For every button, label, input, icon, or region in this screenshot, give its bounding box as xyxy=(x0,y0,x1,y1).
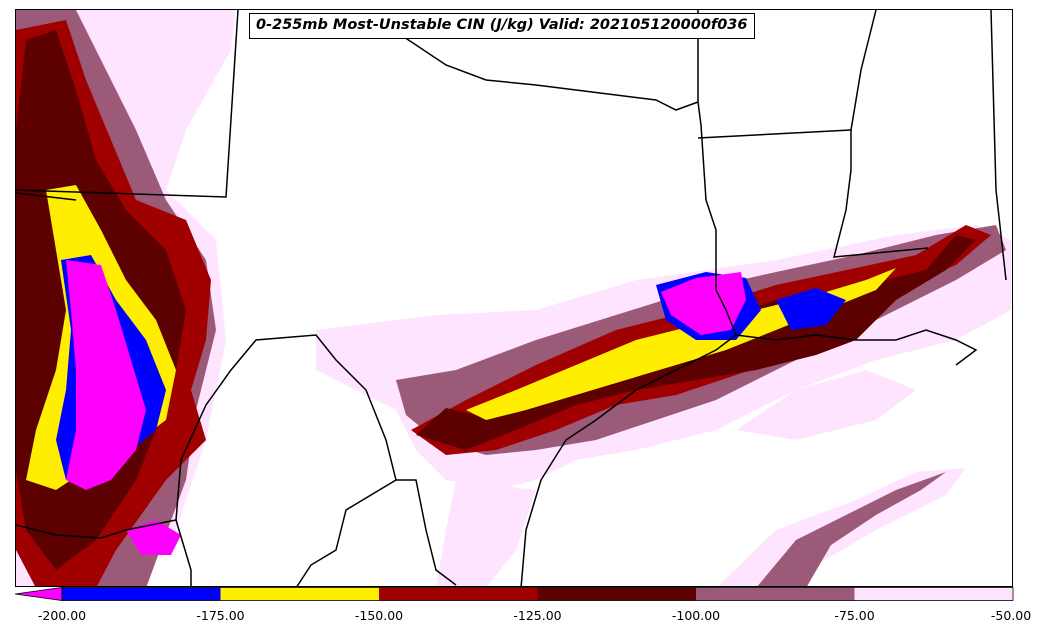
colorbar-under-triangle xyxy=(15,587,63,601)
colorbar-bin-3 xyxy=(379,587,538,601)
colorbar-outline xyxy=(61,587,1014,601)
colorbar-bin-5 xyxy=(696,587,855,601)
sabine-river xyxy=(705,199,737,336)
louisiana-coast xyxy=(735,329,978,366)
cin-map xyxy=(16,10,1011,586)
state-border-nm-west xyxy=(16,10,239,198)
colorbar-tick-label: -200.00 xyxy=(37,608,87,623)
political-boundaries xyxy=(16,10,1007,586)
colorbar-tick-label: -175.00 xyxy=(196,608,245,623)
cin-region-magenta-south xyxy=(126,520,181,555)
ok-tx-border xyxy=(697,10,707,201)
red-river xyxy=(400,34,699,111)
colorbar-tick-label: -100.00 xyxy=(671,608,721,623)
colorbar-tick-label: -150.00 xyxy=(354,608,404,623)
map-title: 0-255mb Most-Unstable CIN (J/kg) Valid: … xyxy=(249,13,755,39)
cin-region-blue-east xyxy=(776,288,846,330)
cin-region-pink-se xyxy=(736,370,916,440)
la-ms-border xyxy=(833,130,929,258)
colorbar-tick-label: -75.00 xyxy=(834,608,875,623)
colorbar-tick-label: -50.00 xyxy=(990,608,1032,623)
colorbar-bin-6 xyxy=(854,587,1013,601)
mexico-state-line-1 xyxy=(175,519,192,586)
mexico-state-line-2 xyxy=(296,479,397,586)
cin-region-pink-south xyxy=(436,480,536,586)
ar-la-border xyxy=(697,129,852,139)
colorbar-tick-label: -125.00 xyxy=(513,608,562,623)
ms-al-border xyxy=(990,10,1007,281)
cin-region-magenta-central xyxy=(661,272,746,335)
colorbar-bin-1 xyxy=(62,587,221,601)
cin-region-mauve-gulf xyxy=(757,472,946,586)
map-panel xyxy=(15,9,1013,587)
cin-shading xyxy=(16,10,1011,586)
mexico-border xyxy=(16,334,457,586)
mississippi-river xyxy=(850,10,877,131)
colorbar-bin-2 xyxy=(220,587,379,601)
cin-region-magenta-west xyxy=(66,260,146,490)
state-border-az-nm xyxy=(16,192,77,201)
colorbar-bin-4 xyxy=(537,587,696,601)
texas-coast xyxy=(520,334,737,586)
colorbar xyxy=(15,587,1014,601)
